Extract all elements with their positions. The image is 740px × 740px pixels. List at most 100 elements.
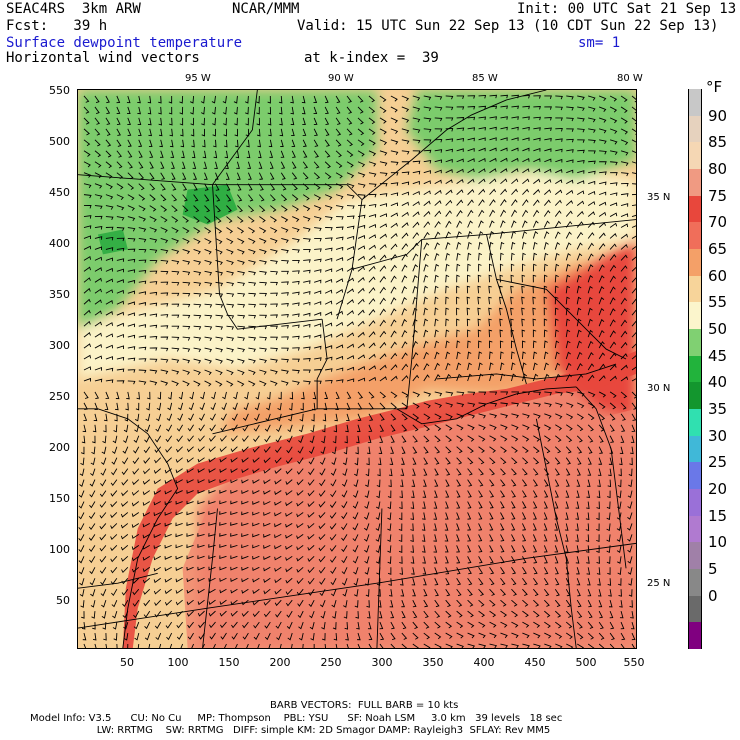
wind-barb	[245, 106, 249, 115]
wind-barb	[325, 237, 333, 241]
wind-barb	[160, 281, 169, 286]
wind-barb	[94, 161, 102, 168]
wind-barb	[533, 158, 541, 163]
wind-barb	[193, 281, 202, 287]
wind-barb	[259, 369, 267, 375]
wind-barb	[220, 424, 227, 432]
wind-barb	[131, 566, 140, 573]
wind-barb	[155, 632, 162, 641]
wind-barb	[303, 290, 311, 295]
wind-barb	[142, 501, 150, 506]
wind-barb	[263, 457, 271, 464]
wind-barb	[79, 589, 85, 597]
wind-barb	[555, 632, 563, 639]
wind-barb	[292, 227, 300, 233]
wind-barb	[390, 264, 397, 272]
wind-barb	[598, 318, 605, 327]
wind-barb	[478, 127, 486, 131]
wind-barb	[243, 402, 249, 411]
wind-barb	[245, 128, 250, 137]
wind-barb	[83, 183, 92, 189]
wind-barb	[586, 479, 591, 487]
wind-barb	[500, 567, 506, 575]
wind-barb	[631, 287, 636, 294]
wind-barb	[566, 413, 574, 420]
wind-barb	[105, 236, 114, 241]
wind-barb	[166, 413, 173, 422]
wind-barb	[281, 238, 289, 244]
wind-barb	[566, 169, 574, 174]
wind-barb	[343, 446, 348, 455]
wind-barb	[434, 128, 443, 132]
wind-barb	[598, 211, 607, 217]
wind-barb	[631, 183, 636, 185]
wind-barb	[357, 117, 364, 125]
wind-barb	[608, 468, 612, 477]
wind-barb	[609, 413, 616, 421]
wind-barb	[565, 307, 570, 316]
wind-barb	[619, 446, 624, 454]
wind-barb	[401, 243, 409, 250]
wind-barb	[631, 402, 636, 410]
wind-barb	[598, 117, 607, 123]
wind-barb	[533, 621, 541, 628]
wind-barb	[445, 296, 449, 305]
wind-barb	[160, 194, 167, 202]
wind-barb	[329, 512, 337, 519]
wind-barb	[116, 268, 125, 273]
wind-barb	[197, 566, 205, 571]
wind-barb	[149, 172, 155, 180]
wind-barb	[433, 523, 438, 531]
wind-barb	[489, 241, 494, 250]
wind-barb	[105, 226, 114, 231]
wind-barb	[332, 435, 337, 444]
wind-barb	[274, 599, 282, 607]
wind-barb	[213, 150, 218, 159]
wind-barb	[313, 644, 315, 648]
wind-barb	[237, 347, 246, 353]
wind-barb	[83, 331, 91, 338]
wind-barb	[620, 95, 628, 103]
wind-barb	[554, 274, 559, 283]
wind-barb	[500, 209, 507, 217]
wind-barb	[274, 479, 282, 485]
wind-barb	[610, 150, 618, 156]
wind-barb	[160, 216, 168, 223]
wind-barb	[105, 106, 111, 114]
wind-barb	[511, 220, 517, 228]
wind-barb	[318, 512, 326, 519]
wind-barb	[521, 351, 526, 360]
wind-barb	[544, 413, 552, 419]
wind-barb	[182, 194, 188, 202]
wind-barb	[533, 413, 541, 419]
wind-barb	[423, 263, 429, 272]
wind-barb	[242, 435, 249, 443]
wind-barb	[233, 391, 238, 400]
wind-barb	[346, 413, 350, 421]
wind-barb	[113, 424, 118, 433]
wind-barb	[357, 245, 366, 250]
wind-barb	[292, 335, 300, 340]
wind-barb	[226, 249, 234, 255]
wind-barb	[555, 169, 563, 174]
wind-barb	[149, 313, 158, 318]
wind-barb	[230, 479, 238, 484]
wind-barb	[138, 139, 143, 147]
wind-barb	[182, 172, 187, 180]
wind-barb	[565, 479, 570, 487]
wind-barb	[138, 291, 147, 295]
wind-barb	[575, 512, 580, 520]
wind-barb	[543, 362, 549, 371]
wind-barb	[100, 578, 107, 586]
wind-barb	[522, 534, 527, 542]
wind-barb	[608, 600, 613, 608]
wind-barb	[200, 106, 205, 115]
wind-barb	[488, 329, 493, 338]
wind-barb	[219, 479, 227, 484]
wind-barb	[149, 248, 158, 254]
wind-barb	[78, 523, 85, 531]
wind-barb	[489, 362, 494, 371]
wind-barb	[390, 621, 395, 630]
wind-barb	[576, 285, 582, 294]
wind-barb	[554, 599, 561, 607]
